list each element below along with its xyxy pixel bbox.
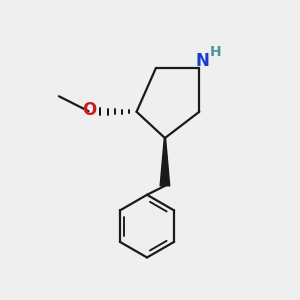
Text: H: H <box>210 45 221 59</box>
Text: O: O <box>82 101 97 119</box>
Polygon shape <box>160 138 170 186</box>
Text: N: N <box>196 52 210 70</box>
